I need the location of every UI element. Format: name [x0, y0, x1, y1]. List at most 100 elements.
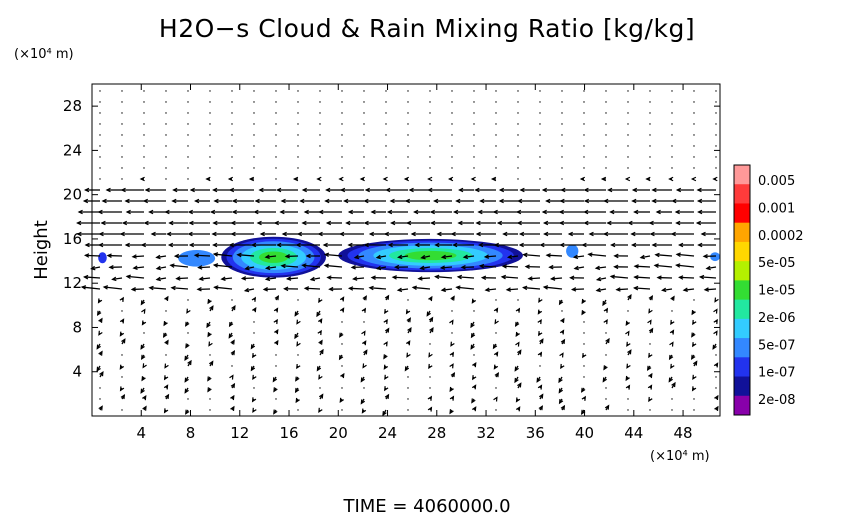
wind-vector [583, 343, 585, 345]
wind-vector [421, 255, 431, 259]
wind-vector-head [712, 344, 717, 350]
wind-vector [561, 178, 563, 180]
wind-vector [349, 287, 365, 290]
wind-vector-head [452, 209, 459, 215]
wind-vector [561, 145, 563, 147]
wind-vector [502, 265, 519, 268]
wind-vector [583, 112, 585, 114]
colorbar-segment [734, 222, 750, 243]
wind-vector-head [651, 242, 657, 248]
wind-vector-head [408, 187, 414, 193]
wind-vector-head [264, 265, 271, 271]
wind-vector-head [631, 198, 637, 204]
wind-vector [715, 134, 717, 136]
wind-vector-head [537, 384, 543, 390]
wind-vector-head [163, 375, 169, 381]
wind-vector-head [705, 265, 711, 271]
wind-vector [265, 255, 277, 258]
wind-vector-head [274, 328, 279, 335]
wind-vector-head [240, 276, 247, 281]
wind-vector-head [429, 326, 434, 333]
wind-vector-head [98, 330, 103, 336]
wind-vector [495, 101, 497, 103]
wind-vector-head [294, 387, 300, 394]
wind-vector-head [148, 209, 154, 215]
wind-vector-head [569, 275, 575, 281]
wind-vector-head [624, 176, 631, 182]
colorbar-segment [734, 357, 750, 378]
wind-vector [209, 145, 211, 147]
wind-vector [583, 123, 585, 125]
wind-vector-head [141, 308, 146, 314]
colorbar-label: 0.0002 [758, 229, 804, 244]
wind-vector-head [500, 274, 507, 280]
wind-vector-head [516, 198, 523, 204]
wind-vector-head [207, 387, 212, 393]
wind-vector-head [385, 187, 391, 193]
wind-vector [495, 299, 497, 301]
wind-vector-head [363, 220, 369, 226]
wind-vector-head [668, 354, 674, 361]
wind-vector [237, 254, 255, 257]
wind-vector [133, 266, 145, 269]
colorbar: 0.005 0.001 0.0002 5e-05 1e-05 2e-06 5e-07 1e-0… [733, 164, 804, 416]
wind-vector-head [301, 187, 307, 193]
wind-vector-head [274, 294, 280, 301]
wind-vector-head [493, 351, 499, 357]
wind-vector-head [615, 287, 621, 292]
wind-vector [121, 409, 123, 411]
wind-vector-head [144, 187, 150, 193]
wind-vector-head [460, 264, 466, 270]
wind-vector [627, 167, 629, 169]
wind-vector-head [455, 285, 461, 290]
wind-vector-head [318, 339, 323, 345]
wind-vector [297, 145, 299, 147]
colorbar-segment [734, 376, 750, 397]
wind-vector [627, 156, 629, 158]
wind-vector-head [339, 231, 345, 237]
wind-vector [165, 90, 167, 92]
wind-vector [275, 123, 277, 125]
wind-vector [693, 156, 695, 158]
wind-vector [363, 156, 365, 158]
wind-vector [429, 376, 431, 378]
wind-vector-head [493, 242, 499, 248]
wind-vector [209, 112, 211, 114]
wind-vector [715, 387, 717, 389]
wind-vector [715, 123, 717, 125]
wind-vector [187, 145, 189, 147]
wind-vector-head [581, 395, 586, 401]
wind-vector-head [595, 287, 601, 293]
wind-vector-head [206, 322, 211, 329]
wind-vector-head [560, 187, 566, 193]
wind-vector [715, 101, 717, 103]
wind-vector-head [370, 275, 376, 280]
wind-vector-head [326, 275, 332, 280]
wind-vector-head [296, 363, 301, 370]
wind-vector [561, 123, 563, 125]
wind-vector-head [98, 242, 104, 248]
wind-vector-head [295, 242, 301, 248]
y-tick-label: 28 [63, 97, 82, 115]
wind-vector-head [383, 364, 389, 370]
wind-vector-head [273, 307, 279, 313]
wind-vector-head [208, 360, 214, 366]
wind-vector-head [406, 352, 411, 358]
colorbar-segment [734, 241, 750, 262]
wind-vector-head [558, 398, 564, 405]
wind-vector [597, 277, 607, 281]
wind-vector [495, 90, 497, 92]
wind-vector-head [171, 198, 177, 204]
wind-vector-head [633, 209, 639, 215]
wind-vector [275, 156, 277, 158]
wind-vector [156, 277, 167, 281]
wind-vector-head [264, 254, 270, 260]
wind-vector-head [384, 393, 390, 399]
wind-vector [231, 145, 233, 147]
wind-vector [363, 90, 365, 92]
wind-vector [297, 112, 299, 114]
wind-vector-head [209, 209, 216, 215]
wind-vector [407, 134, 409, 136]
wind-vector [143, 145, 145, 147]
wind-vector [253, 321, 255, 323]
